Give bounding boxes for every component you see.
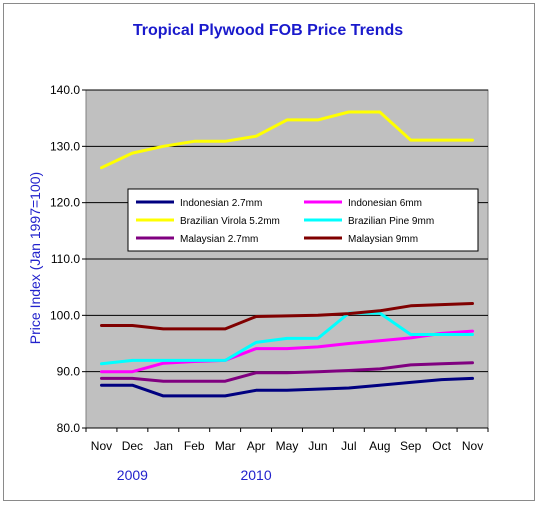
x-axis-ticks: Nov Dec Jan Feb Mar Apr May Jun Jul Aug Sep Oct Nov [85, 428, 489, 453]
x-tick-label: Jun [308, 439, 327, 453]
y-tick-label: 90.0 [57, 365, 81, 379]
year-label: 2010 [240, 467, 271, 483]
y-tick-label: 110.0 [51, 252, 80, 266]
x-tick-label: Nov [91, 439, 112, 453]
y-tick-label: 120.0 [50, 196, 80, 210]
series-line [100, 361, 474, 383]
y-tick-label: 130.0 [50, 139, 80, 153]
legend-label: Malaysian 2.7mm [180, 234, 258, 245]
y-axis-label: Price Index (Jan 1997=100) [27, 172, 43, 344]
y-axis-ticks: 80.0 90.0 100.0 110.0 120.0 130.0 140.0 [50, 83, 86, 435]
legend-label: Indonesian 6mm [348, 198, 422, 209]
x-tick-label: Nov [462, 439, 483, 453]
legend-label: Indonesian 2.7mm [180, 198, 262, 209]
year-label: 2009 [117, 467, 148, 483]
y-tick-label: 80.0 [57, 421, 81, 435]
legend-box [127, 188, 479, 252]
x-tick-label: Jul [341, 439, 356, 453]
x-tick-label: May [276, 439, 299, 453]
series-line [100, 376, 474, 398]
x-tick-label: Apr [247, 439, 266, 453]
series-line [100, 311, 474, 366]
x-tick-label: Oct [432, 439, 451, 453]
year-labels: 2009 2010 [117, 467, 272, 483]
series-lines [100, 110, 474, 398]
legend-label: Brazilian Pine 9mm [348, 216, 434, 227]
y-tick-label: 140.0 [50, 83, 80, 97]
series-line [100, 329, 474, 374]
series-line [100, 110, 474, 170]
x-tick-label: Jan [154, 439, 173, 453]
x-tick-label: Mar [215, 439, 236, 453]
y-tick-label: 100.0 [50, 308, 80, 322]
x-tick-label: Dec [122, 439, 143, 453]
x-tick-label: Aug [369, 439, 390, 453]
chart-title: Tropical Plywood FOB Price Trends [133, 22, 403, 39]
x-tick-label: Feb [184, 439, 205, 453]
series-line [100, 302, 474, 331]
legend: Indonesian 2.7mm Indonesian 6mm Brazilian … [127, 188, 479, 252]
legend-label: Malaysian 9mm [348, 234, 418, 245]
x-tick-label: Sep [400, 439, 422, 453]
legend-label: Brazilian Virola 5.2mm [180, 216, 280, 227]
